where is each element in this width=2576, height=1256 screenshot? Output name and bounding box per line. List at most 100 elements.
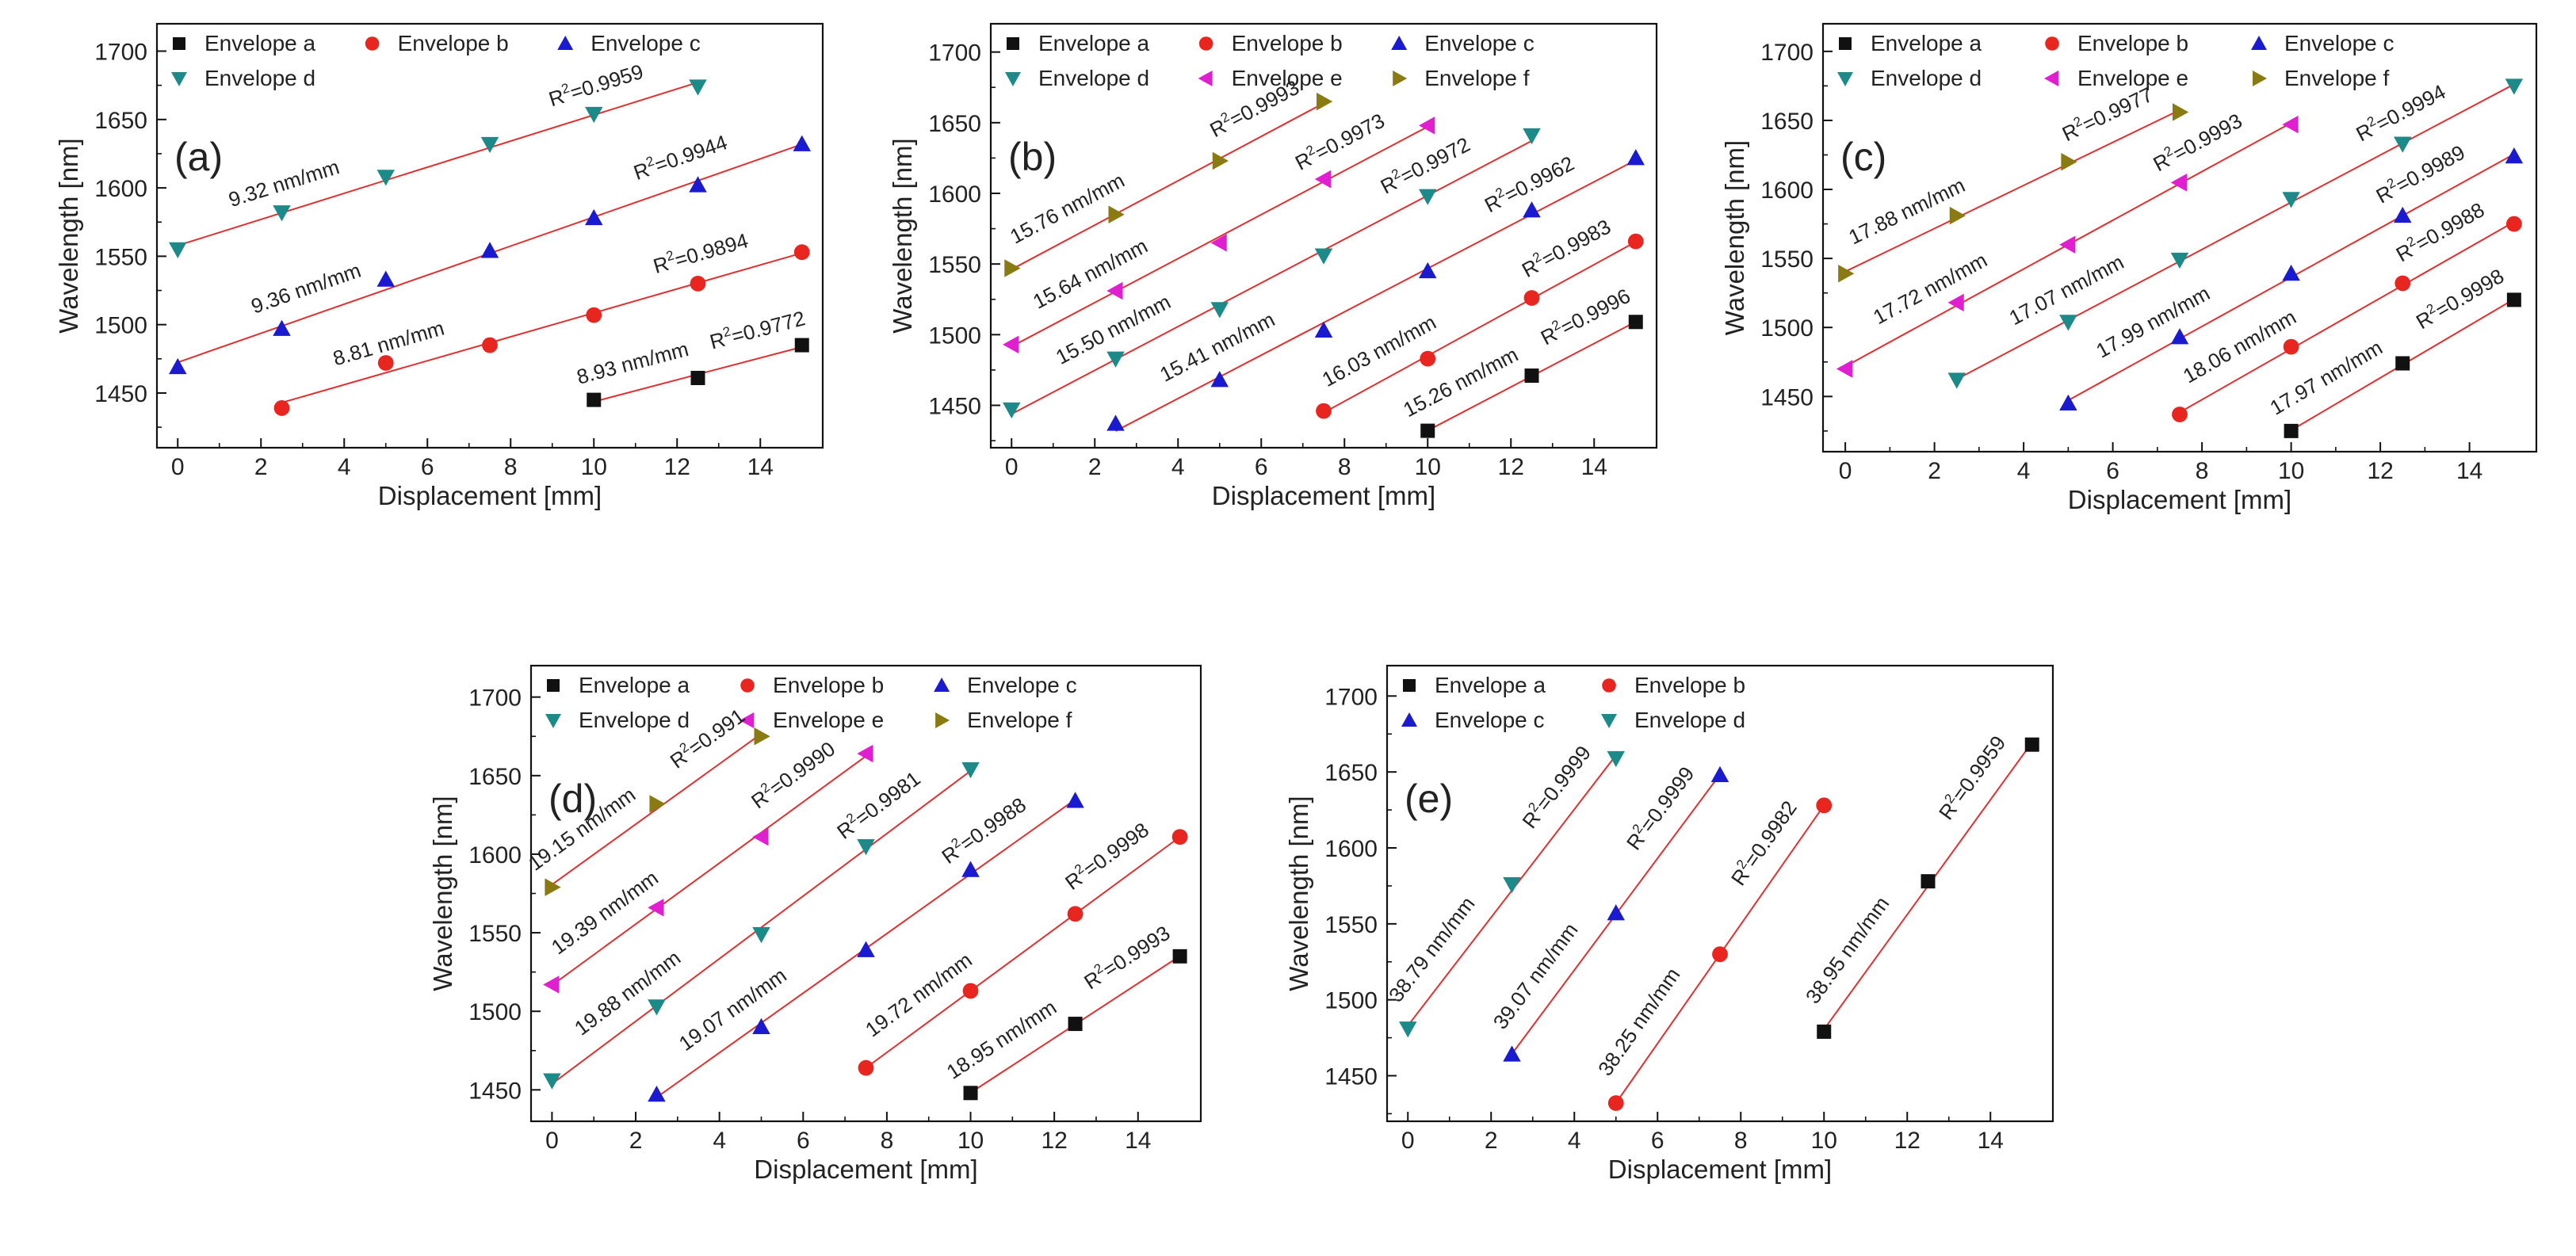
y-tick-label: 1550 [1324, 912, 1378, 938]
legend-marker [173, 37, 185, 50]
data-point [648, 899, 664, 917]
data-point [1210, 371, 1229, 387]
legend-marker [545, 714, 561, 728]
r2-value: 0.9996 [1567, 284, 1634, 334]
data-point [1712, 946, 1728, 963]
data-point [1607, 904, 1625, 921]
legend-label: Envelope e [773, 708, 884, 732]
legend-marker [365, 36, 380, 51]
y-tick-label: 1700 [94, 40, 147, 66]
data-point [857, 941, 875, 957]
r2-annotation: R2=0.9959 [1932, 731, 2010, 824]
r2-value: 0.9959 [1954, 731, 2010, 796]
r2-value: 0.9999 [1538, 741, 1596, 805]
data-point [2024, 737, 2039, 752]
y-tick-label: 1550 [928, 252, 981, 278]
legend-marker [1005, 72, 1021, 86]
data-point [648, 999, 666, 1016]
data-point [376, 170, 395, 186]
data-point [1949, 206, 1966, 225]
legend-marker [2251, 36, 2267, 50]
r2-annotation: R2=0.9998 [1060, 816, 1153, 895]
data-point [376, 270, 395, 287]
chart-panel-1: 0 2 4 6 8 10 12 14 1450 1500 1550 1600 1650 1700 Displ… [54, 22, 824, 510]
legend-label: Envelope c [967, 673, 1077, 697]
slope-annotation: 17.72 nm/mm [1869, 248, 1991, 330]
data-point [1947, 372, 1966, 389]
legend-label: Envelope d [1634, 708, 1745, 732]
fit-line [551, 733, 762, 886]
data-point [1503, 877, 1521, 894]
r2-annotation: R2=0.9989 [2372, 139, 2469, 208]
legend-label: Envelope b [1232, 31, 1343, 55]
y-tick-label: 1450 [1324, 1064, 1378, 1090]
x-tick-label: 12 [2367, 458, 2393, 484]
data-point [1003, 402, 1021, 419]
data-point [1317, 92, 1333, 111]
data-point [377, 355, 394, 371]
data-point [169, 357, 187, 375]
slope-annotation: 18.06 nm/mm [2179, 305, 2300, 388]
r2-annotation: R2=0.9999 [1516, 740, 1596, 833]
r2-value: 0.9994 [2383, 79, 2449, 130]
x-tick-label: 0 [1839, 458, 1852, 484]
data-point [273, 205, 291, 222]
data-point [752, 927, 770, 944]
data-point [1420, 423, 1435, 438]
slope-annotation: 9.32 nm/mm [226, 155, 342, 212]
y-tick-label: 1450 [94, 381, 147, 407]
r2-value: 0.9894 [683, 228, 751, 269]
data-point [858, 1059, 874, 1076]
x-tick-label: 6 [1255, 454, 1268, 480]
r2-annotation: R2=0.9772 [707, 304, 808, 353]
data-point [1004, 259, 1021, 277]
x-tick-label: 0 [1401, 1128, 1415, 1154]
panel-label: (b) [1008, 135, 1057, 179]
y-axis-label: Wavelength [nm] [428, 796, 457, 991]
r2-value: 0.9983 [1548, 215, 1615, 266]
chart-panel-3: 0 2 4 6 8 10 12 14 1450 1500 1550 1600 1650 1700 Displ… [1720, 22, 2538, 514]
x-tick-label: 14 [2456, 458, 2482, 484]
legend-marker [1839, 37, 1852, 50]
data-point [1523, 128, 1541, 145]
legend-marker [557, 36, 574, 50]
data-point [1212, 151, 1229, 170]
data-point [1314, 248, 1333, 265]
legend-label: Envelope e [2077, 66, 2188, 90]
legend-label: Envelope c [1424, 31, 1535, 55]
y-tick-label: 1500 [928, 323, 981, 349]
data-point [2172, 407, 2188, 422]
data-point [1816, 797, 1833, 814]
y-axis-label: Wavelength [nm] [1284, 796, 1313, 991]
data-point [1607, 750, 1625, 768]
y-tick-label: 1650 [1324, 760, 1378, 786]
legend-label: Envelope c [2284, 31, 2394, 55]
x-tick-label: 8 [1338, 454, 1351, 480]
y-tick-label: 1700 [1760, 40, 1814, 66]
panel-label: (a) [174, 135, 223, 179]
legend-marker [1393, 71, 1408, 86]
panel-label: (d) [548, 777, 597, 821]
data-point [2170, 328, 2189, 345]
x-tick-label: 8 [504, 454, 518, 480]
fit-line [1115, 159, 1637, 432]
data-point [480, 242, 499, 258]
data-point [857, 839, 875, 856]
data-point [1626, 149, 1645, 166]
fit-line [1323, 241, 1637, 414]
data-point [794, 338, 809, 353]
legend-label: Envelope a [1038, 31, 1150, 55]
x-tick-label: 10 [957, 1128, 984, 1154]
data-point [2173, 103, 2189, 121]
data-point [2394, 136, 2412, 153]
data-point [1314, 170, 1331, 189]
data-point [1171, 829, 1188, 846]
r2-annotation: R2=0.9977 [2058, 81, 2157, 146]
slope-annotation: 39.07 nm/mm [1489, 918, 1583, 1033]
x-tick-label: 2 [1485, 1128, 1498, 1154]
r2-superscript: 2 [721, 323, 732, 340]
x-tick-label: 12 [1894, 1128, 1921, 1154]
y-tick-label: 1700 [468, 685, 522, 712]
data-point [2394, 275, 2411, 292]
